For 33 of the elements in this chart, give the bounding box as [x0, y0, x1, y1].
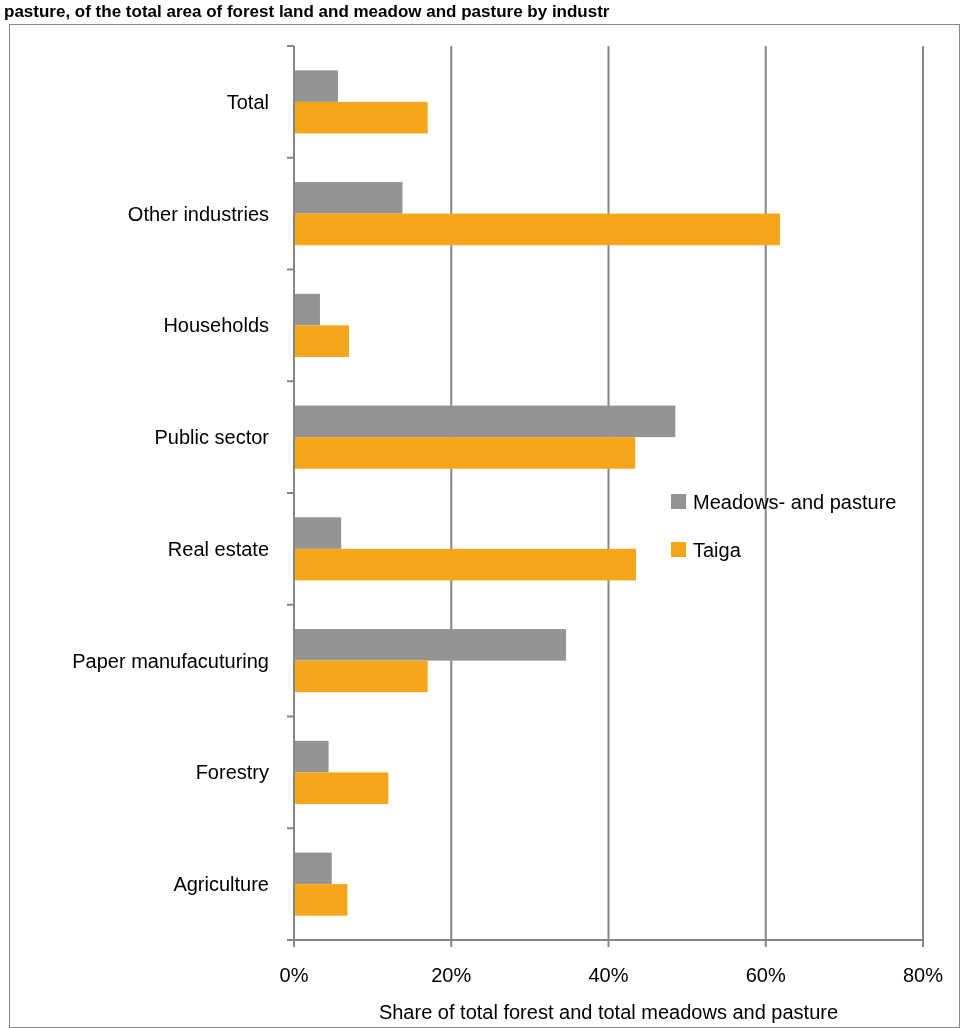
x-tick-label: 0% — [279, 964, 309, 986]
chart-title: pasture, of the total area of forest land and meadow and pasture by industr — [4, 2, 610, 21]
y-tick-label: Forestry — [195, 761, 269, 784]
x-axis-title: Share of total forest and total meadows and pasture — [378, 1001, 839, 1023]
y-tick-label: Other industries — [127, 202, 269, 225]
y-tick-label: Paper manufacuturing — [72, 649, 269, 672]
bar — [294, 293, 320, 326]
bar — [294, 884, 348, 916]
bar — [294, 213, 780, 246]
bar — [294, 660, 428, 693]
x-tick-label: 20% — [431, 964, 472, 986]
x-tick-label: 40% — [588, 964, 629, 986]
bar — [294, 70, 339, 102]
bar — [294, 548, 637, 581]
bar — [294, 405, 676, 438]
x-tick-label: 60% — [745, 964, 786, 986]
bar — [294, 517, 342, 549]
y-tick-label: Households — [163, 314, 269, 337]
bar — [294, 325, 350, 357]
bar — [294, 852, 332, 885]
y-tick-label: Public sector — [154, 426, 270, 449]
y-tick-label: Real estate — [167, 537, 269, 560]
bar — [294, 772, 389, 804]
bar — [294, 740, 329, 773]
y-tick-label: Total — [226, 90, 269, 113]
legend-label: Taiga — [693, 539, 742, 561]
bar — [294, 182, 403, 214]
x-tick-label: 80% — [902, 964, 944, 986]
bar — [294, 101, 428, 134]
bar — [294, 437, 636, 469]
bar — [294, 629, 567, 661]
y-tick-label: Agriculture — [173, 873, 269, 896]
legend-label: Meadows- and pasture — [693, 491, 897, 513]
